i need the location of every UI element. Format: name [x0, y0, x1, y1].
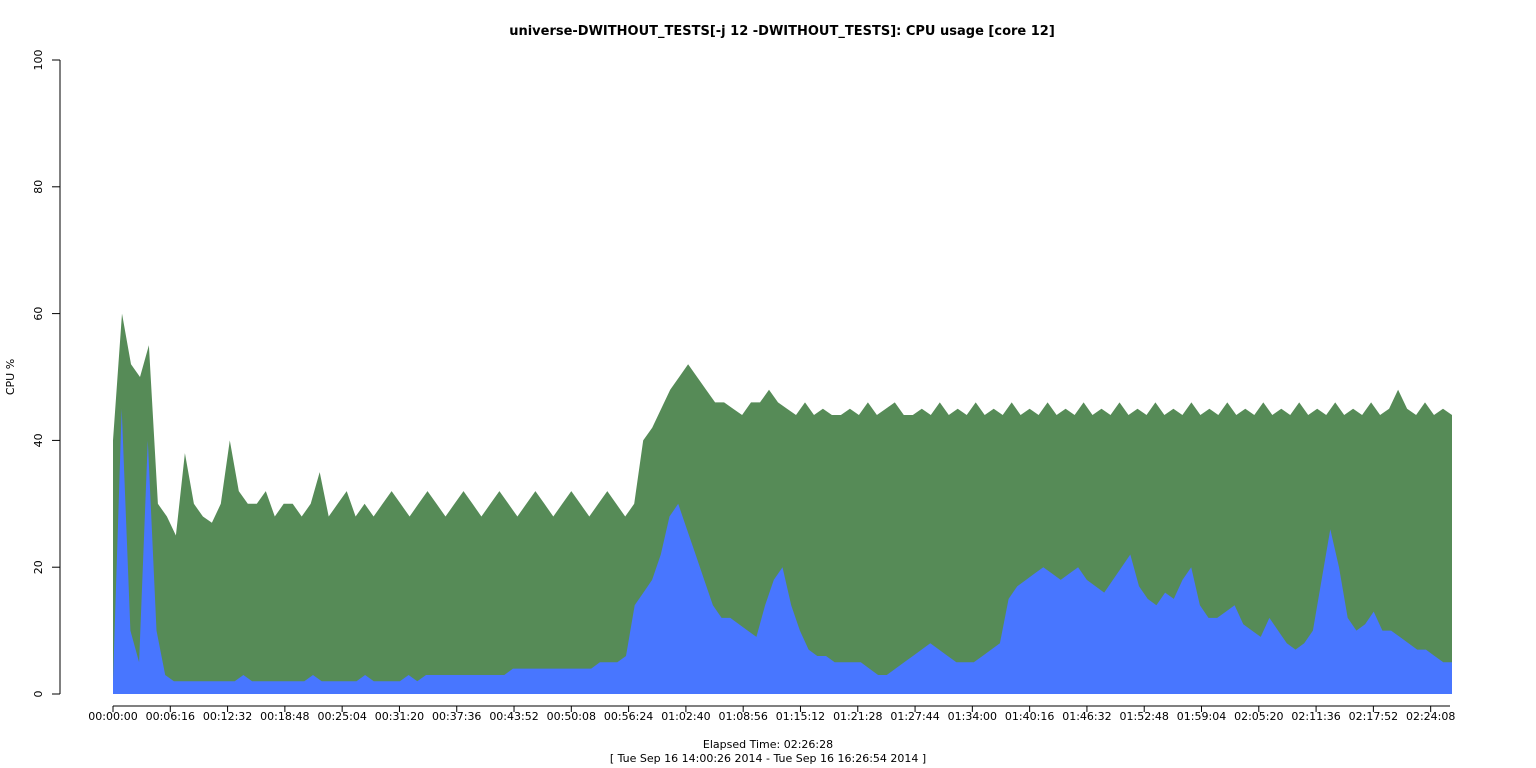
x-axis-label: Elapsed Time: 02:26:28: [702, 738, 834, 751]
x-tick-label: 00:25:04: [317, 710, 366, 723]
y-tick-label: 0: [32, 691, 45, 698]
y-tick-label: 80: [32, 180, 45, 194]
x-tick-label: 00:56:24: [604, 710, 653, 723]
time-range-label: [ Tue Sep 16 14:00:26 2014 - Tue Sep 16 …: [609, 752, 927, 765]
x-tick-label: 01:21:28: [833, 710, 882, 723]
x-tick-label: 02:11:36: [1291, 710, 1340, 723]
y-tick-label: 40: [32, 433, 45, 447]
y-tick-label: 20: [32, 560, 45, 574]
x-tick-label: 00:12:32: [203, 710, 252, 723]
x-tick-label: 00:43:52: [489, 710, 538, 723]
x-tick-label: 01:59:04: [1177, 710, 1226, 723]
x-tick-label: 01:46:32: [1062, 710, 1111, 723]
x-tick-label: 00:50:08: [547, 710, 596, 723]
x-tick-label: 02:05:20: [1234, 710, 1283, 723]
y-axis-label: CPU %: [4, 359, 17, 395]
x-axis-ticks: 00:00:00 00:06:16 00:12:32 00:18:48 00:25:04…: [88, 706, 1455, 723]
cpu-user-series: [113, 408, 1452, 694]
x-tick-label: 00:37:36: [432, 710, 481, 723]
x-tick-label: 01:27:44: [890, 710, 939, 723]
chart-title: universe-DWITHOUT_TESTS[-j 12 -DWITHOUT_…: [509, 24, 1055, 39]
x-tick-label: 02:17:52: [1349, 710, 1398, 723]
x-tick-label: 00:06:16: [146, 710, 195, 723]
x-tick-label: 00:31:20: [375, 710, 424, 723]
y-axis-ticks: 0 20 40 60 80 100: [32, 50, 60, 698]
x-tick-label: 02:24:08: [1406, 710, 1455, 723]
x-tick-label: 01:40:16: [1005, 710, 1054, 723]
x-tick-label: 00:18:48: [260, 710, 309, 723]
x-tick-label: 01:02:40: [661, 710, 710, 723]
x-tick-label: 01:08:56: [718, 710, 767, 723]
y-tick-label: 60: [32, 307, 45, 321]
x-tick-label: 00:00:00: [88, 710, 137, 723]
plot-area: [113, 313, 1452, 694]
x-tick-label: 01:15:12: [776, 710, 825, 723]
y-tick-label: 100: [32, 50, 45, 71]
x-tick-label: 01:52:48: [1120, 710, 1169, 723]
x-tick-label: 01:34:00: [948, 710, 997, 723]
